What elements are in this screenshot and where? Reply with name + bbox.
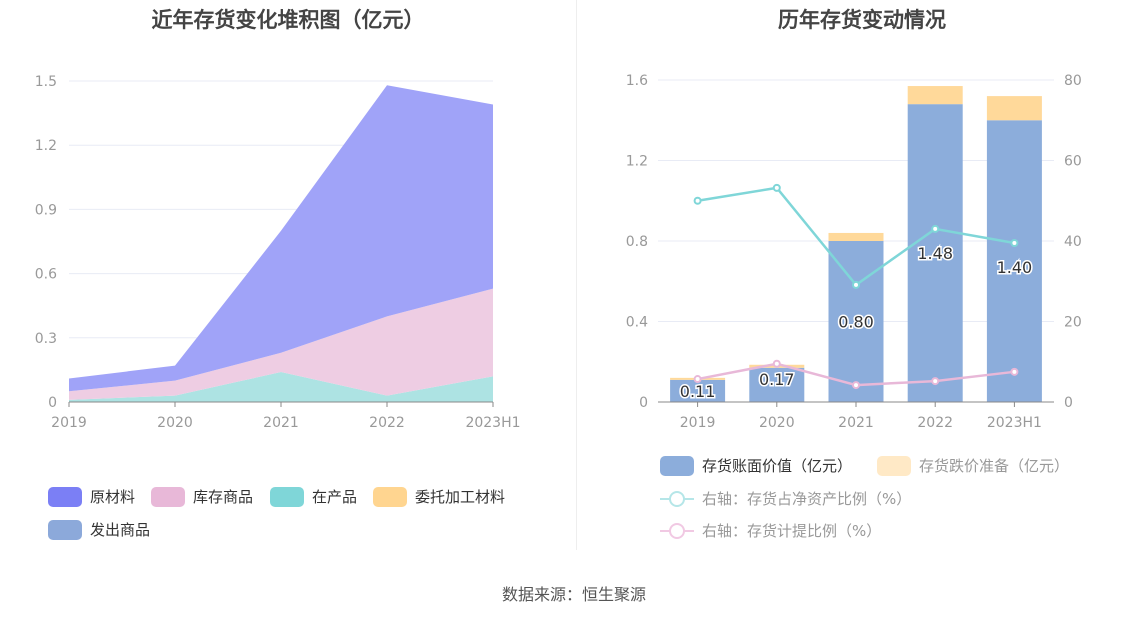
line-point — [693, 375, 702, 384]
bar-value-label: 1.48 — [917, 244, 953, 263]
bar-value-label: 0.11 — [680, 382, 716, 401]
line-point — [1010, 367, 1019, 376]
legend-label: 存货账面价值（亿元） — [702, 457, 853, 475]
provision-bar — [907, 86, 963, 105]
area-在产品 — [69, 372, 493, 402]
legend-item-provision-ratio[interactable]: 右轴：存货计提比例（%） — [660, 520, 881, 541]
legend-label: 在产品 — [312, 488, 358, 506]
bar-value-label: 1.40 — [997, 258, 1033, 277]
legend-label: 原材料 — [90, 488, 136, 506]
book-value-bar — [670, 379, 726, 402]
legend-swatch — [877, 455, 911, 476]
legend-line-icon — [660, 521, 694, 541]
data-source: 数据来源：恒生聚源 — [501, 585, 646, 604]
line-point — [772, 359, 781, 368]
legend-item-book-value[interactable]: 存货账面价值（亿元） — [660, 455, 852, 476]
line-point — [1010, 239, 1019, 248]
legend-swatch — [270, 486, 304, 507]
book-value-bar — [907, 104, 963, 403]
legend-swatch — [48, 519, 82, 540]
legend-label: 右轴：存货占净资产比例（%） — [702, 490, 912, 508]
book-value-bar — [986, 120, 1042, 402]
right-chart-title: 历年存货变动情况 — [778, 8, 946, 32]
legend-label: 发出商品 — [90, 521, 151, 539]
line-point — [852, 280, 860, 289]
legend-label: 库存商品 — [193, 488, 254, 506]
y-tick-label: 0 — [48, 395, 57, 411]
x-tick-label: 2019 — [680, 415, 716, 431]
legend-line-icon — [660, 489, 694, 509]
legend-swatch — [48, 486, 82, 507]
y-tick-label: 1.2 — [35, 138, 57, 154]
y-tick-label: 0.8 — [626, 234, 648, 250]
line-point — [693, 196, 702, 205]
legend-item-shipped[interactable]: 发出商品 — [48, 519, 150, 540]
y2-tick-label: 0 — [1064, 395, 1073, 411]
y-tick-label: 0 — [639, 395, 648, 411]
book-value-bar — [828, 241, 884, 402]
provision-bar — [986, 96, 1042, 121]
legend-label: 委托加工材料 — [415, 488, 506, 506]
legend-item-stock-goods[interactable]: 库存商品 — [151, 486, 253, 507]
legend-label: 右轴：存货计提比例（%） — [702, 522, 882, 540]
book-value-bar — [749, 367, 805, 402]
x-tick-label: 2022 — [369, 415, 405, 431]
legend-item-raw-materials[interactable]: 原材料 — [48, 486, 135, 507]
x-tick-label: 2020 — [157, 415, 193, 431]
line-point — [931, 377, 940, 386]
line-point — [772, 183, 781, 192]
legend-item-net-asset-ratio[interactable]: 右轴：存货占净资产比例（%） — [660, 488, 911, 509]
x-tick-label: 2021 — [263, 415, 299, 431]
y-tick-label: 0.6 — [35, 267, 57, 283]
y2-tick-label: 40 — [1064, 234, 1082, 250]
y2-tick-label: 60 — [1064, 154, 1082, 170]
y2-tick-label: 80 — [1064, 73, 1082, 89]
x-tick-label: 2020 — [759, 415, 795, 431]
legend-item-wip[interactable]: 在产品 — [270, 486, 357, 507]
area-原材料 — [69, 85, 493, 392]
provision-bar — [828, 232, 884, 241]
legend-item-provision[interactable]: 存货跌价准备（亿元） — [877, 455, 1069, 476]
y-tick-label: 1.6 — [626, 73, 648, 89]
bar-value-label: 0.80 — [838, 313, 874, 332]
y-tick-label: 0.3 — [35, 331, 57, 347]
x-tick-label: 2022 — [917, 415, 953, 431]
x-tick-label: 2023H1 — [987, 415, 1042, 431]
y-tick-label: 0.4 — [626, 315, 648, 331]
legend-label: 存货跌价准备（亿元） — [919, 457, 1070, 475]
y-tick-label: 1.2 — [626, 154, 648, 170]
line-point — [852, 381, 860, 390]
x-tick-label: 2021 — [838, 415, 874, 431]
legend-swatch — [660, 455, 694, 476]
bar-value-label: 0.17 — [759, 370, 795, 389]
left-chart-title: 近年存货变化堆积图（亿元） — [151, 8, 425, 32]
legend-swatch — [151, 486, 185, 507]
divider — [576, 0, 577, 550]
x-tick-label: 2023H1 — [465, 415, 520, 431]
y-tick-label: 0.9 — [35, 202, 57, 218]
line-point — [931, 224, 940, 233]
y2-tick-label: 20 — [1064, 315, 1082, 331]
legend-swatch — [373, 486, 407, 507]
legend-item-consigned[interactable]: 委托加工材料 — [373, 486, 505, 507]
x-tick-label: 2019 — [51, 415, 87, 431]
y-tick-label: 1.5 — [35, 74, 57, 90]
